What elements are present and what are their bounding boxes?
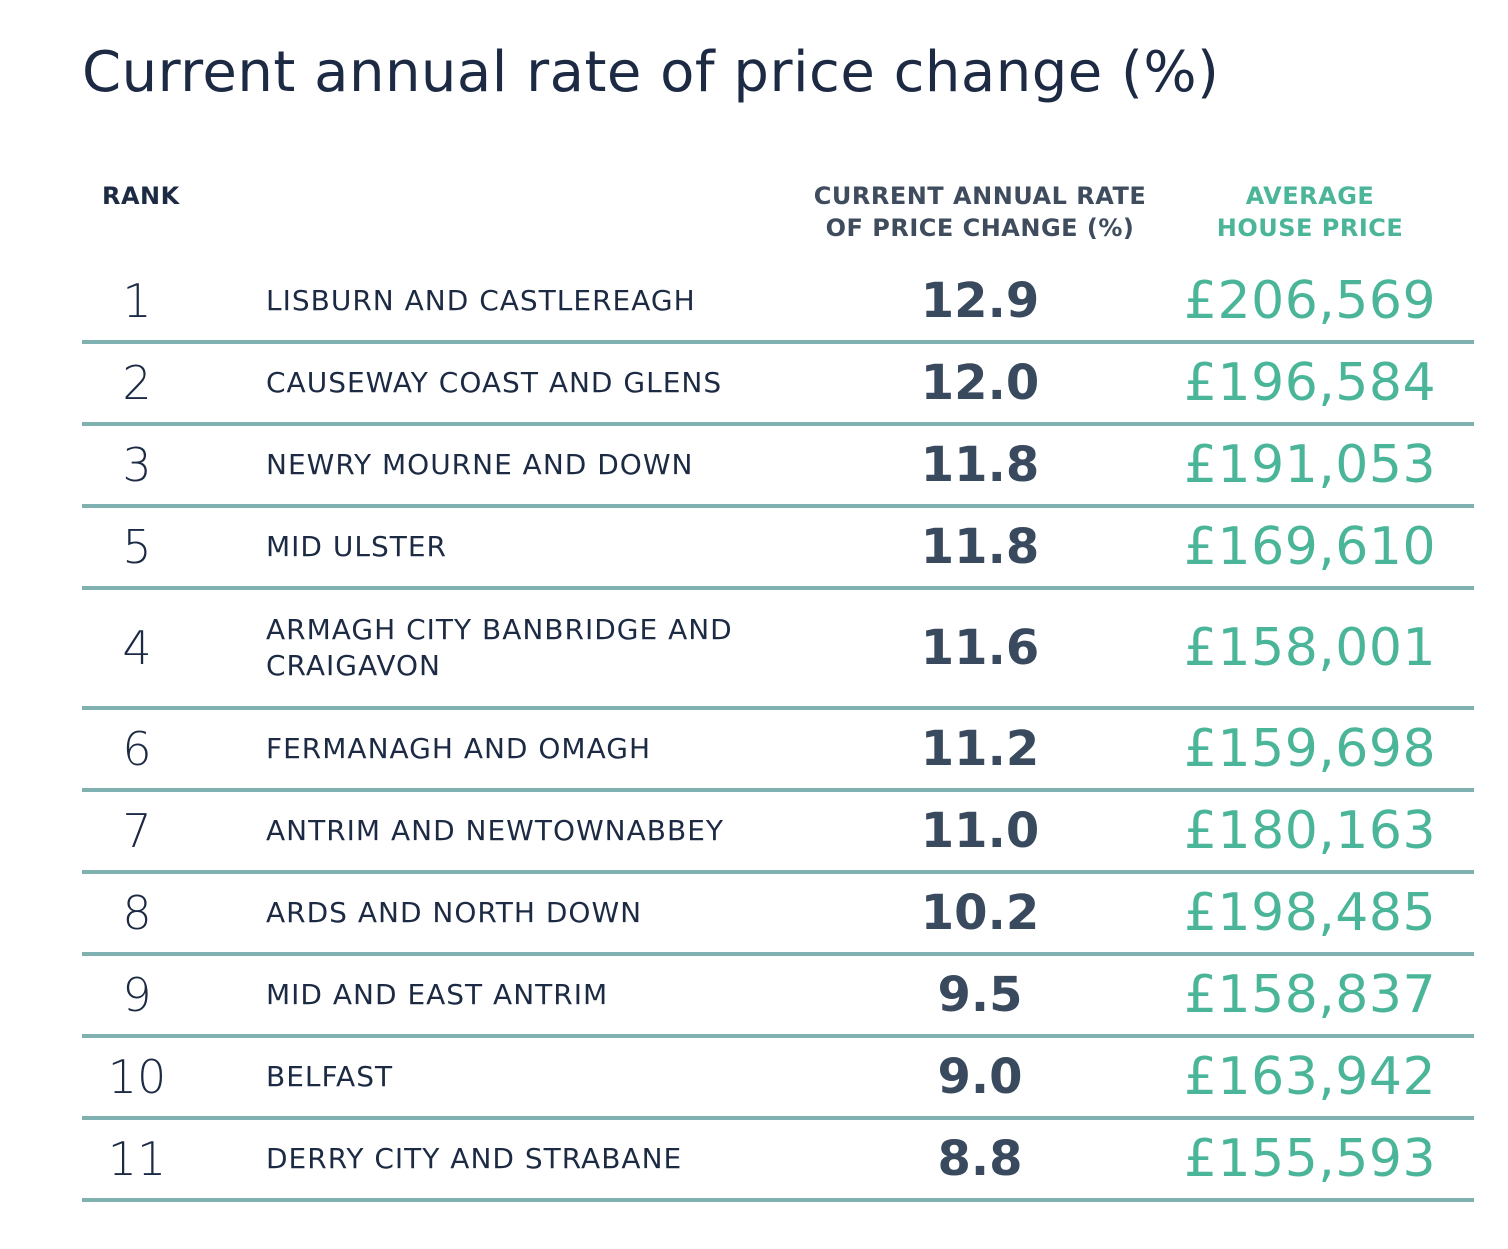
price-cell: £196,584: [1183, 353, 1437, 413]
area-cell: ARMAGH CITY BANBRIDGE AND CRAIGAVON: [266, 613, 733, 682]
rank-cell: 1: [122, 274, 152, 328]
price-cell: £206,569: [1183, 271, 1437, 331]
price-cell: £155,593: [1183, 1129, 1437, 1189]
table-row: 5 MID ULSTER 11.8 £169,610: [82, 508, 1474, 590]
table-row: 4 ARMAGH CITY BANBRIDGE AND CRAIGAVON 11.6…: [82, 590, 1474, 710]
price-header-line-1: AVERAGE: [1245, 182, 1375, 210]
rate-cell: 11.8: [920, 437, 1040, 493]
rate-cell: 10.2: [920, 885, 1040, 941]
rate-cell: 11.0: [920, 803, 1040, 859]
rank-cell: 5: [122, 520, 152, 574]
rate-cell: 12.0: [920, 355, 1040, 411]
area-cell: BELFAST: [266, 1060, 394, 1093]
table-row: 11 DERRY CITY AND STRABANE 8.8 £155,593: [82, 1120, 1474, 1202]
rank-cell: 2: [122, 356, 152, 410]
rate-header-line-2: OF PRICE CHANGE (%): [825, 214, 1135, 242]
table-row: 7 ANTRIM AND NEWTOWNABBEY 11.0 £180,163: [82, 792, 1474, 874]
price-cell: £180,163: [1183, 801, 1437, 861]
rank-cell: 3: [122, 438, 152, 492]
price-cell: £163,942: [1183, 1047, 1437, 1107]
rate-cell: 11.2: [920, 721, 1040, 777]
rate-header-line-1: CURRENT ANNUAL RATE: [813, 182, 1147, 210]
rank-cell: 9: [122, 968, 152, 1022]
price-cell: £198,485: [1183, 883, 1437, 943]
table-row: 2 CAUSEWAY COAST AND GLENS 12.0 £196,584: [82, 344, 1474, 426]
rate-header: CURRENT ANNUAL RATE OF PRICE CHANGE (%): [810, 180, 1150, 244]
rank-cell: 7: [122, 804, 152, 858]
price-cell: £191,053: [1183, 435, 1437, 495]
price-change-table: 1 LISBURN AND CASTLEREAGH 12.9 £206,569 2 CAU…: [82, 262, 1474, 1202]
table-row: 3 NEWRY MOURNE AND DOWN 11.8 £191,053: [82, 426, 1474, 508]
rate-cell: 9.5: [937, 967, 1023, 1023]
area-cell: LISBURN AND CASTLEREAGH: [266, 284, 696, 317]
price-header: AVERAGE HOUSE PRICE: [1180, 180, 1440, 244]
rate-cell: 9.0: [937, 1049, 1023, 1105]
rank-cell: 11: [107, 1132, 167, 1186]
rate-cell: 11.8: [920, 519, 1040, 575]
rank-cell: 4: [122, 621, 152, 675]
table-row: 8 ARDS AND NORTH DOWN 10.2 £198,485: [82, 874, 1474, 956]
price-cell: £158,001: [1183, 618, 1437, 678]
price-cell: £169,610: [1183, 517, 1437, 577]
rank-cell: 8: [122, 886, 152, 940]
rank-header: RANK: [102, 182, 180, 210]
rate-cell: 11.6: [920, 620, 1040, 676]
table-row: 9 MID AND EAST ANTRIM 9.5 £158,837: [82, 956, 1474, 1038]
chart-title: Current annual rate of price change (%): [82, 40, 1220, 105]
rate-cell: 12.9: [920, 273, 1040, 329]
rank-cell: 10: [107, 1050, 167, 1104]
area-cell: MID AND EAST ANTRIM: [266, 978, 609, 1011]
table-row: 10 BELFAST 9.0 £163,942: [82, 1038, 1474, 1120]
area-cell: CAUSEWAY COAST AND GLENS: [266, 366, 723, 399]
area-cell: DERRY CITY AND STRABANE: [266, 1142, 683, 1175]
area-cell: FERMANAGH AND OMAGH: [266, 732, 651, 765]
area-cell: ARDS AND NORTH DOWN: [266, 896, 643, 929]
area-cell: ANTRIM AND NEWTOWNABBEY: [266, 814, 724, 847]
price-header-line-2: HOUSE PRICE: [1216, 214, 1404, 242]
rank-cell: 6: [122, 722, 152, 776]
area-cell: NEWRY MOURNE AND DOWN: [266, 448, 694, 481]
area-cell: MID ULSTER: [266, 530, 447, 563]
table-row: 1 LISBURN AND CASTLEREAGH 12.9 £206,569: [82, 262, 1474, 344]
table-row: 6 FERMANAGH AND OMAGH 11.2 £159,698: [82, 710, 1474, 792]
rate-cell: 8.8: [937, 1131, 1023, 1187]
price-cell: £158,837: [1183, 965, 1437, 1025]
price-cell: £159,698: [1183, 719, 1437, 779]
